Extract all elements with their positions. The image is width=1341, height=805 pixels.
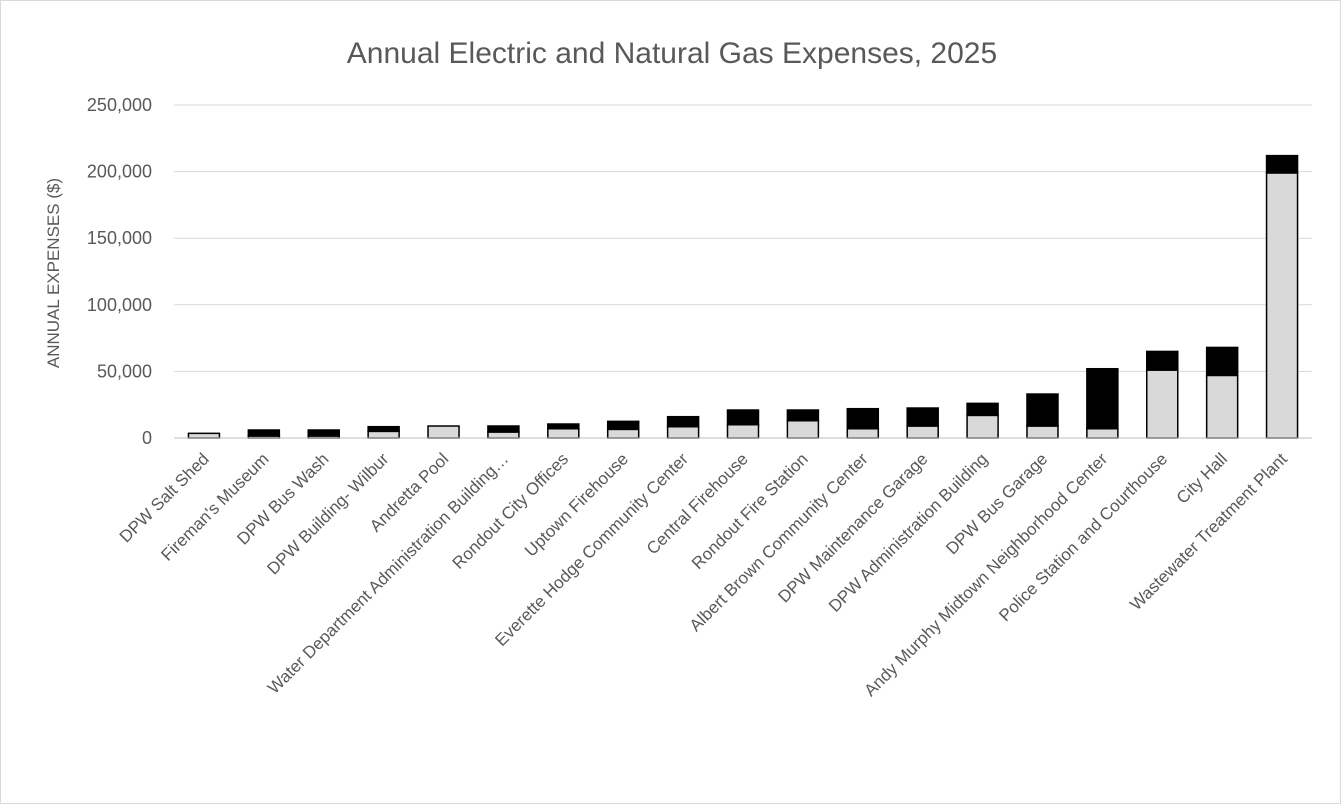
bar-segment-2 [966, 402, 999, 417]
x-tick-label: DPW Bus Garage [942, 449, 1051, 558]
bar-segment-2 [1086, 367, 1119, 430]
y-axis-label: ANNUAL EXPENSES ($) [44, 178, 63, 368]
bar-segment-2 [307, 429, 340, 437]
bar-segment-1 [1265, 172, 1299, 439]
bar-segment-1 [966, 414, 999, 439]
y-tick-label: 100,000 [87, 295, 152, 315]
bar-segment-1 [367, 430, 400, 439]
bar-segment-2 [247, 429, 281, 437]
bar-segment-2 [1265, 154, 1299, 174]
chart-title: Annual Electric and Natural Gas Expenses… [347, 37, 997, 70]
bar-segment-2 [1205, 346, 1239, 377]
bar-segment-2 [547, 423, 580, 430]
bar-segment-1 [726, 423, 760, 439]
x-tick-label: Fireman's Museum [157, 449, 272, 564]
bar-segment-1 [906, 425, 939, 439]
bar-segment-2 [846, 407, 880, 430]
y-tick-label: 200,000 [87, 162, 152, 182]
bar-segment-2 [666, 415, 700, 428]
bar-segment-1 [427, 425, 460, 439]
bar-segment-1 [1026, 425, 1059, 439]
bar-segment-2 [367, 425, 400, 433]
bar-segment-2 [487, 425, 520, 433]
y-tick-label: 150,000 [87, 228, 152, 248]
bar-segment-1 [187, 432, 221, 439]
gridlines [174, 104, 1312, 372]
bar-segment-1 [547, 427, 580, 439]
x-tick-label: Central Firehouse [643, 449, 752, 558]
bar-segment-1 [1205, 374, 1239, 439]
bar-segment-2 [726, 409, 760, 426]
y-tick-label: 0 [142, 428, 152, 448]
bar-segment-1 [666, 425, 700, 439]
bar-segment-2 [906, 407, 939, 427]
bar-segment-2 [1146, 350, 1179, 371]
bar-segment-1 [1146, 369, 1179, 439]
y-tick-label: 250,000 [87, 95, 152, 115]
bar-segment-1 [786, 419, 820, 439]
bar-segment-1 [487, 431, 520, 439]
bars [187, 154, 1299, 439]
x-tick-label: Rondout Fire Station [688, 449, 812, 573]
bar-segment-2 [1026, 393, 1059, 427]
x-tick-label: Rondout City Offices [449, 449, 572, 572]
bar-segment-2 [606, 420, 640, 431]
bar-segment-1 [1086, 427, 1119, 439]
bar-segment-1 [846, 427, 880, 439]
y-tick-labels: 0 50,000 100,000 150,000 200,000 250,000 [87, 95, 152, 448]
x-tick-label: Uptown Firehouse [521, 449, 632, 560]
y-tick-label: 50,000 [97, 361, 152, 381]
bar-segment-2 [786, 409, 820, 422]
bar-segment-1 [606, 428, 640, 439]
x-tick-label: City Hall [1173, 449, 1231, 507]
